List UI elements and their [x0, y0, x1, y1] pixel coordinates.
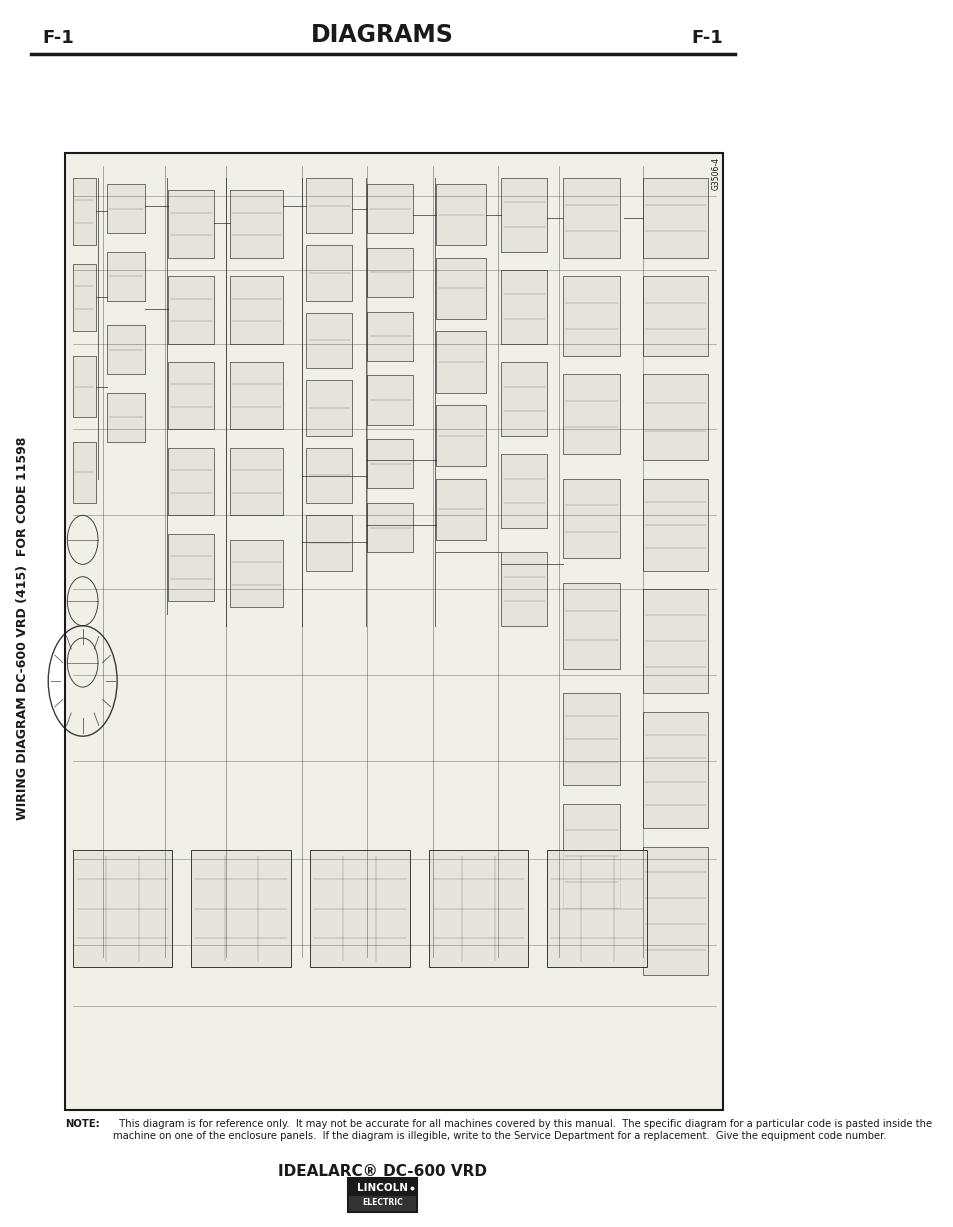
Bar — [562, 178, 619, 258]
Bar — [107, 252, 145, 301]
Bar — [501, 552, 547, 626]
Bar — [169, 448, 214, 515]
Bar — [230, 190, 283, 258]
Bar — [501, 178, 547, 252]
Bar — [306, 515, 352, 571]
Bar — [562, 804, 619, 908]
Text: LINCOLN: LINCOLN — [356, 1183, 408, 1193]
Bar — [642, 589, 707, 693]
Bar — [562, 479, 619, 558]
Bar — [306, 178, 352, 233]
Bar — [642, 712, 707, 828]
Text: NOTE:: NOTE: — [65, 1119, 100, 1129]
Bar — [72, 356, 95, 417]
Bar — [562, 693, 619, 785]
Bar — [72, 442, 95, 503]
Bar — [501, 270, 547, 344]
Bar — [436, 184, 486, 245]
Bar — [230, 362, 283, 429]
Text: This diagram is for reference only.  It may not be accurate for all machines cov: This diagram is for reference only. It m… — [112, 1119, 931, 1141]
Bar — [65, 153, 722, 1110]
Bar — [107, 184, 145, 233]
Bar — [642, 479, 707, 571]
Bar — [642, 276, 707, 356]
Bar — [310, 850, 409, 967]
Bar — [562, 276, 619, 356]
Bar — [436, 405, 486, 466]
Bar — [367, 248, 413, 297]
Text: ELECTRIC: ELECTRIC — [362, 1199, 403, 1207]
Bar — [547, 850, 646, 967]
Bar — [642, 847, 707, 975]
Bar — [562, 374, 619, 454]
Bar — [306, 448, 352, 503]
Bar — [642, 178, 707, 258]
Bar — [306, 313, 352, 368]
Bar — [107, 393, 145, 442]
Bar — [169, 534, 214, 601]
Bar — [562, 583, 619, 669]
Bar — [349, 1196, 416, 1211]
Bar — [501, 454, 547, 528]
Bar — [72, 264, 95, 331]
Bar — [428, 850, 528, 967]
Bar — [230, 276, 283, 344]
Bar — [642, 374, 707, 460]
Text: WIRING DIAGRAM DC-600 VRD (415)  FOR CODE 11598: WIRING DIAGRAM DC-600 VRD (415) FOR CODE… — [16, 437, 30, 820]
Bar — [436, 331, 486, 393]
Bar — [192, 850, 291, 967]
Bar — [169, 190, 214, 258]
Bar — [367, 503, 413, 552]
Bar — [72, 850, 172, 967]
Bar — [230, 540, 283, 607]
Bar — [348, 1178, 416, 1212]
Bar — [367, 375, 413, 425]
Bar — [436, 258, 486, 319]
Text: DIAGRAMS: DIAGRAMS — [311, 22, 454, 47]
Bar — [367, 184, 413, 233]
Text: F-1: F-1 — [42, 28, 73, 47]
Bar — [501, 362, 547, 436]
Bar — [367, 439, 413, 488]
Bar — [107, 325, 145, 374]
Bar — [436, 479, 486, 540]
Bar — [367, 312, 413, 361]
Text: G3506-4: G3506-4 — [711, 157, 720, 190]
Bar — [306, 245, 352, 301]
Bar — [306, 380, 352, 436]
Bar — [230, 448, 283, 515]
Text: IDEALARC® DC-600 VRD: IDEALARC® DC-600 VRD — [278, 1164, 487, 1179]
Text: F-1: F-1 — [691, 28, 722, 47]
Bar — [72, 178, 95, 245]
Bar — [169, 276, 214, 344]
Bar — [169, 362, 214, 429]
